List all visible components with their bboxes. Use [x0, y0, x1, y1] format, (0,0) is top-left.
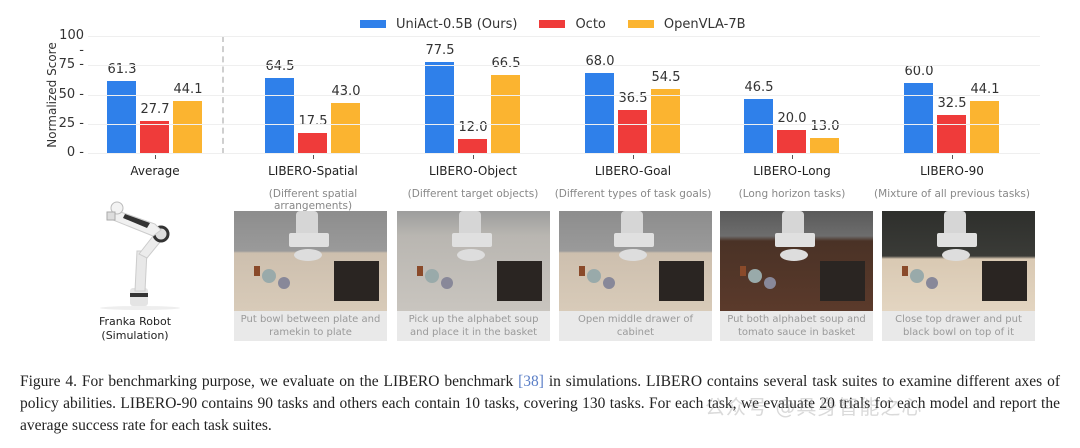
bar-value-label: 20.0 — [777, 110, 807, 126]
bar — [777, 129, 806, 153]
bar — [425, 62, 454, 153]
bar-value-label: 77.5 — [425, 43, 455, 59]
legend-label: Octo — [575, 16, 606, 32]
bar — [970, 101, 999, 153]
simulation-scene-image — [559, 211, 712, 311]
bar-value-label: 68.0 — [585, 54, 615, 70]
bar-value-label: 27.7 — [140, 101, 170, 117]
bar-value-label: 44.1 — [970, 82, 1000, 98]
bar — [618, 110, 647, 153]
bar-value-label: 44.1 — [173, 82, 203, 98]
y-tick-label: 50 - — [58, 86, 84, 102]
task-panel: Pick up the alphabet soup and place it i… — [397, 211, 550, 341]
y-tick-label: 75 - — [58, 57, 84, 73]
gridline — [88, 94, 1040, 96]
x-category-label: LIBERO-Object — [429, 164, 517, 178]
bar-value-label: 12.0 — [458, 119, 488, 135]
gridline — [88, 123, 1040, 125]
legend-item: OpenVLA-7B — [627, 16, 746, 32]
y-tick-label: 100 - — [59, 28, 84, 58]
bar — [140, 120, 169, 153]
bar — [173, 101, 202, 153]
task-instruction-caption: Open middle drawer of cabinet — [559, 311, 712, 341]
bar — [331, 102, 360, 153]
simulation-scene-image — [720, 211, 873, 311]
bar-value-label: 54.5 — [651, 70, 681, 86]
x-category-label: LIBERO-Goal — [594, 164, 672, 178]
category-description: (Different target objects) — [407, 188, 539, 200]
x-tick — [952, 155, 953, 159]
bar — [491, 75, 520, 153]
bar — [937, 114, 966, 153]
caption-prefix: Figure 4. For benchmarking purpose, we e… — [20, 373, 519, 390]
citation-link[interactable]: [38] — [518, 373, 544, 390]
bar — [458, 138, 487, 153]
category-description: (Mixture of all previous tasks) — [874, 188, 1030, 200]
y-tick-label: 25 - — [58, 115, 84, 131]
bar-value-label: 17.5 — [298, 113, 328, 129]
bar-value-label: 66.5 — [491, 56, 521, 72]
bar-value-label: 43.0 — [331, 83, 361, 99]
bar — [298, 132, 327, 153]
bar — [744, 98, 773, 153]
bar — [904, 82, 933, 153]
gridline — [88, 65, 1040, 67]
simulation-scene-image — [234, 211, 387, 311]
x-tick — [473, 155, 474, 159]
gridline — [88, 36, 1040, 37]
simulation-scene-image — [882, 211, 1035, 311]
task-instruction-caption: Close top drawer and put black bowl on t… — [882, 311, 1035, 341]
legend-swatch-icon — [627, 20, 654, 28]
x-tick — [633, 155, 634, 159]
x-tick — [792, 155, 793, 159]
bar-value-label: 13.0 — [810, 118, 840, 134]
task-panel: Put bowl between plate and ramekin to pl… — [234, 211, 387, 341]
caption-suffix: in simulations. LIBERO contains several … — [20, 373, 1061, 434]
x-tick — [313, 155, 314, 159]
legend-label: UniAct-0.5B (Ours) — [396, 16, 518, 32]
task-instruction-caption: Put both alphabet soup and tomato sauce … — [720, 311, 873, 341]
task-instruction-caption: Pick up the alphabet soup and place it i… — [397, 311, 550, 341]
simulation-scene-image — [397, 211, 550, 311]
x-tick — [155, 155, 156, 159]
bar-value-label: 60.0 — [904, 63, 934, 79]
category-description: (Long horizon tasks) — [738, 188, 846, 200]
bar — [107, 81, 136, 153]
x-category-label: LIBERO-Long — [753, 164, 831, 178]
bar-value-label: 46.5 — [744, 79, 774, 95]
category-description: (Different spatial arrangements) — [268, 188, 358, 212]
figure-caption: Figure 4. For benchmarking purpose, we e… — [20, 371, 1060, 437]
legend-swatch-icon — [360, 20, 386, 28]
bar — [585, 73, 614, 153]
watermark: 公众号 @具身智能之心 — [705, 395, 923, 419]
legend-swatch-icon — [539, 20, 566, 28]
x-category-label: Average — [130, 164, 180, 178]
gridline — [88, 153, 1040, 154]
category-description: (Different types of task goals) — [554, 188, 712, 200]
x-category-label: LIBERO-90 — [920, 164, 984, 178]
task-instruction-caption: Put bowl between plate and ramekin to pl… — [234, 311, 387, 341]
bar — [810, 137, 839, 153]
franka-robot-image — [95, 196, 185, 311]
y-tick-label: 0 - — [66, 145, 84, 160]
robot-sub: (Simulation) — [101, 329, 169, 342]
task-panel: Put both alphabet soup and tomato sauce … — [720, 211, 873, 341]
chart-legend: UniAct-0.5B (Ours) Octo OpenVLA-7B — [360, 14, 746, 34]
robot-name: Franka Robot — [98, 315, 172, 328]
robot-label: Franka Robot (Simulation) — [90, 315, 180, 343]
x-category-label: LIBERO-Spatial — [268, 164, 358, 178]
bar — [265, 77, 294, 153]
legend-label: OpenVLA-7B — [663, 16, 746, 32]
task-panel: Open middle drawer of cabinet — [559, 211, 712, 341]
task-panel: Close top drawer and put black bowl on t… — [882, 211, 1035, 341]
legend-item: Octo — [539, 16, 606, 32]
bar — [651, 89, 680, 153]
bar-value-label: 32.5 — [937, 95, 967, 111]
legend-item: UniAct-0.5B (Ours) — [360, 17, 517, 32]
